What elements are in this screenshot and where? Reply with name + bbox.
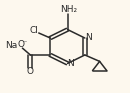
Text: Cl: Cl	[30, 26, 39, 35]
Text: O: O	[18, 40, 25, 49]
Text: ⁻: ⁻	[23, 38, 27, 47]
Text: N: N	[85, 33, 91, 42]
Text: NH₂: NH₂	[60, 5, 77, 14]
Text: N: N	[67, 59, 74, 68]
Text: Na: Na	[6, 41, 18, 50]
Text: O: O	[27, 67, 34, 76]
